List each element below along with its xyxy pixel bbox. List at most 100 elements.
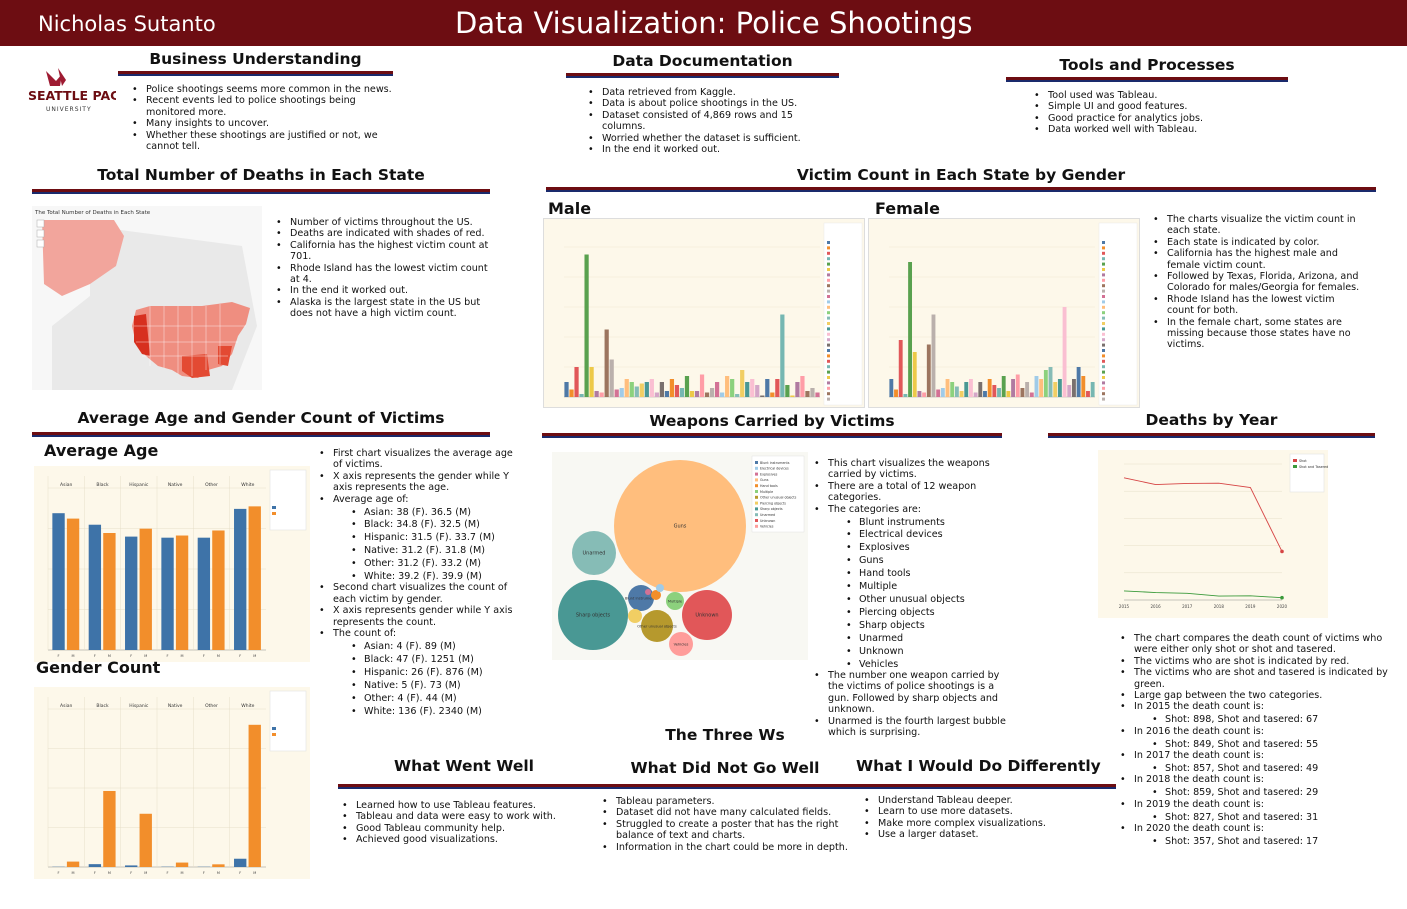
bar-f bbox=[125, 865, 138, 867]
bar-f bbox=[161, 537, 174, 650]
state-bar bbox=[579, 394, 584, 397]
state-bar bbox=[954, 386, 959, 397]
bubble-label: Unknown bbox=[695, 613, 718, 619]
bullet-item: Use a larger dataset. bbox=[862, 829, 1102, 841]
legend-f-swatch bbox=[272, 727, 276, 730]
bullet-item: Alaska is the largest state in the US bu… bbox=[274, 297, 500, 320]
map-california bbox=[134, 314, 150, 356]
bullet-item: X axis represents the gender while Y axi… bbox=[317, 471, 522, 494]
state-bar bbox=[674, 385, 680, 397]
male-state-chart bbox=[543, 218, 865, 408]
legend-swatch bbox=[1102, 343, 1105, 347]
legend-label: Electrical devices bbox=[760, 467, 789, 471]
legend-swatch bbox=[827, 386, 830, 390]
legend-swatch bbox=[827, 305, 830, 309]
bubble-label: Unarmed bbox=[583, 551, 606, 557]
state-bar bbox=[1076, 367, 1081, 397]
state-bar bbox=[750, 379, 755, 397]
legend-swatch bbox=[1102, 316, 1105, 320]
female-state-chart bbox=[868, 218, 1140, 408]
bar-gender-label: M bbox=[217, 654, 220, 658]
legend-swatch bbox=[1102, 338, 1105, 342]
bullet-item: Data retrieved from Kaggle. bbox=[586, 87, 816, 99]
data-doc-rule bbox=[566, 73, 839, 78]
legend-swatch bbox=[1102, 349, 1105, 352]
legend-swatch bbox=[1102, 268, 1105, 271]
legend-swatch bbox=[755, 478, 758, 482]
three-ws-rule bbox=[338, 784, 1116, 789]
bullet-item: Average age of:Asian: 38 (F). 36.5 (M)Bl… bbox=[317, 494, 522, 583]
legend-swatch bbox=[1102, 251, 1105, 255]
bar-f bbox=[52, 513, 65, 650]
university-logo: SEATTLE PACIFIC UNIVERSITY bbox=[26, 66, 146, 116]
legend-swatch bbox=[827, 262, 830, 266]
bar-m bbox=[103, 790, 116, 867]
legend-label: Piercing objects bbox=[760, 501, 786, 505]
state-bar bbox=[1081, 376, 1086, 397]
bar-m bbox=[139, 528, 152, 650]
state-bar bbox=[634, 386, 639, 397]
bullet-item: Learn to use more datasets. bbox=[862, 806, 1102, 818]
legend-swatch bbox=[827, 322, 830, 325]
bullet-item: The victims who are shot and tasered is … bbox=[1118, 667, 1396, 690]
state-bar bbox=[950, 382, 955, 397]
bubble-hand-tools bbox=[651, 590, 661, 600]
state-bar bbox=[760, 395, 765, 397]
sub-bullets: Shot: 827, Shot and tasered: 31 bbox=[1134, 812, 1396, 824]
legend-swatch bbox=[1102, 295, 1105, 298]
legend-panel bbox=[1098, 222, 1138, 406]
series-end-point bbox=[1280, 595, 1284, 600]
bubble-electrical-devices bbox=[656, 584, 664, 592]
bar-gender-label: F bbox=[130, 654, 132, 658]
legend-swatch bbox=[1102, 376, 1105, 379]
gender-state-bullets: The charts visualize the victim count in… bbox=[1151, 214, 1363, 351]
legend-swatch bbox=[1102, 381, 1105, 385]
bar-m bbox=[66, 518, 80, 650]
bullet-item: Tableau parameters. bbox=[600, 796, 855, 808]
state-bar bbox=[1011, 379, 1016, 397]
legend-swatch bbox=[1102, 392, 1105, 396]
state-bar bbox=[574, 367, 579, 397]
bullet-item: Dataset did not have many calculated fie… bbox=[600, 807, 855, 819]
state-bar bbox=[775, 379, 780, 397]
legend-swatch bbox=[827, 257, 830, 261]
sub-bullet-item: Shot: 827, Shot and tasered: 31 bbox=[1152, 812, 1396, 824]
bubble-other-unusual-objects bbox=[641, 610, 673, 642]
data-doc-bullets: Data retrieved from Kaggle.Data is about… bbox=[586, 87, 816, 156]
bar-gender-label: M bbox=[181, 654, 184, 658]
sub-bullet-item: White: 136 (F). 2340 (M) bbox=[351, 706, 522, 718]
bullet-item: Struggled to create a poster that has th… bbox=[600, 819, 855, 842]
legend-swatch bbox=[827, 370, 830, 374]
state-bar bbox=[815, 392, 820, 397]
bullet-item: In 2018 the death count is:Shot: 859, Sh… bbox=[1118, 774, 1396, 799]
deaths-state-title: Total Number of Deaths in Each State bbox=[97, 166, 425, 184]
bullet-item: Followed by Texas, Florida, Arizona, and… bbox=[1151, 271, 1363, 294]
bubble-explosives bbox=[645, 589, 651, 595]
legend-swatch bbox=[755, 461, 758, 464]
legend-swatch bbox=[1102, 359, 1105, 363]
category-label: Hispanic bbox=[129, 703, 149, 709]
category-label: Asian bbox=[60, 482, 72, 488]
bar-m bbox=[248, 506, 261, 650]
legend-swatch bbox=[1293, 459, 1297, 462]
bullet-item: California has the highest male and fema… bbox=[1151, 248, 1363, 271]
bar-gender-label: M bbox=[217, 871, 220, 875]
legend-label: Vehicles bbox=[760, 525, 774, 529]
bullet-item: The chart compares the death count of vi… bbox=[1118, 633, 1396, 656]
bar-f bbox=[234, 508, 247, 650]
state-bar bbox=[1043, 370, 1048, 397]
bullet-item: Achieved good visualizations. bbox=[340, 834, 590, 846]
legend-swatch bbox=[827, 365, 830, 369]
legend-swatch bbox=[827, 343, 830, 347]
state-bar bbox=[720, 392, 725, 397]
state-bar bbox=[639, 383, 644, 397]
legend-label: Other unusual objects bbox=[760, 496, 797, 500]
year-tick-label: 2018 bbox=[1214, 604, 1225, 609]
sub-bullet-item: Hand tools bbox=[846, 568, 1012, 580]
state-bar bbox=[1086, 391, 1090, 397]
gender-count-label: Gender Count bbox=[36, 658, 161, 677]
category-label: White bbox=[241, 703, 254, 709]
bar-m bbox=[66, 861, 80, 867]
state-bar bbox=[1029, 392, 1034, 397]
legend-swatch bbox=[827, 300, 830, 304]
